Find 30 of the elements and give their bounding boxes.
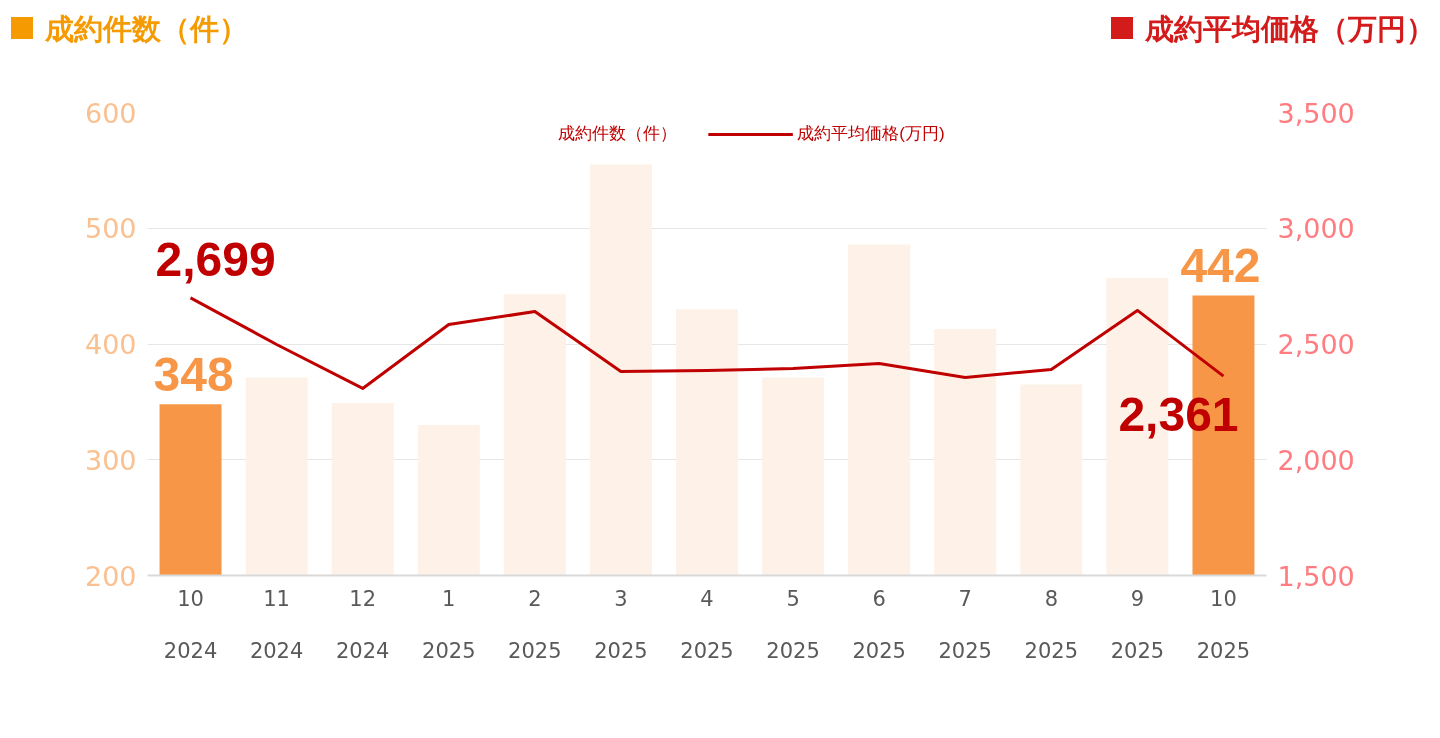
category-label: 5 2025 — [766, 586, 820, 664]
legend-label: 成約平均価格(万円) — [797, 123, 945, 145]
y2-axis-title: 成約平均価格（万円） — [1144, 11, 1435, 48]
y-axis-title: 成約件数（件） — [44, 11, 248, 48]
y2-tick-label: 3,500 — [1277, 97, 1355, 129]
y-tick-label: 300 — [84, 444, 137, 476]
data-label: 348 — [153, 347, 234, 401]
y-tick-label: 500 — [84, 213, 137, 245]
data-label: 2,699 — [155, 233, 276, 287]
category-label: 11 2024 — [249, 586, 304, 664]
series-label: 成約件数（件） — [558, 123, 678, 145]
data-label: 442 — [1180, 238, 1261, 292]
category-label: 10 2025 — [1196, 586, 1251, 664]
y-tick-label: 600 — [84, 97, 137, 129]
category-label: 4 2025 — [680, 586, 734, 664]
category-label: 6 2025 — [852, 586, 906, 664]
y2-tick-label: 2,500 — [1277, 329, 1355, 360]
y-tick-label: 400 — [84, 329, 137, 360]
y2-tick-label: 1,500 — [1277, 560, 1355, 592]
category-label: 12 2024 — [335, 586, 390, 664]
category-label: 3 2025 — [594, 586, 648, 664]
y2-tick-label: 3,000 — [1277, 213, 1355, 245]
category-label: 7 2025 — [938, 586, 992, 664]
y-tick-label: 200 — [84, 560, 137, 592]
y2-tick-label: 2,000 — [1277, 444, 1355, 476]
category-label: 2 2025 — [508, 586, 562, 664]
category-label: 10 2024 — [163, 586, 218, 664]
category-label: 1 2025 — [422, 586, 476, 664]
category-label: 9 2025 — [1110, 586, 1165, 664]
category-label: 8 2025 — [1024, 586, 1079, 664]
